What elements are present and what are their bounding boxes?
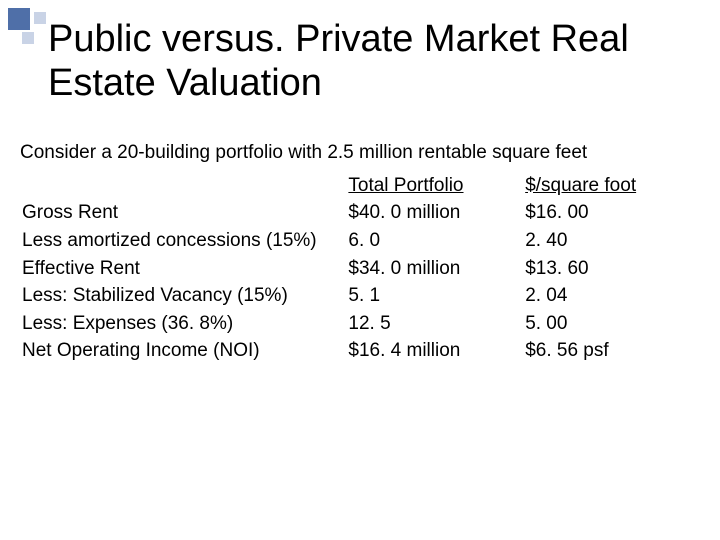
- header-blank: [20, 172, 346, 200]
- row-psf: $16. 00: [523, 199, 700, 227]
- table-row: Gross Rent$40. 0 million$16. 00: [20, 199, 700, 227]
- row-label: Effective Rent: [20, 255, 346, 283]
- table-header-row: Total Portfolio $/square foot: [20, 172, 700, 200]
- slide-body: Consider a 20-building portfolio with 2.…: [20, 140, 700, 365]
- row-psf: 2. 40: [523, 227, 700, 255]
- table-row: Less amortized concessions (15%)6. 02. 4…: [20, 227, 700, 255]
- table-row: Less: Expenses (36. 8%)12. 55. 00: [20, 310, 700, 338]
- square-icon: [8, 8, 30, 30]
- row-psf: $6. 56 psf: [523, 337, 700, 365]
- table-row: Less: Stabilized Vacancy (15%)5. 12. 04: [20, 282, 700, 310]
- square-icon: [34, 12, 46, 24]
- row-psf: $13. 60: [523, 255, 700, 283]
- row-label: Gross Rent: [20, 199, 346, 227]
- slide: Public versus. Private Market Real Estat…: [0, 0, 720, 540]
- header-per-sqft: $/square foot: [523, 172, 700, 200]
- valuation-table: Total Portfolio $/square foot Gross Rent…: [20, 172, 700, 365]
- header-total-portfolio: Total Portfolio: [346, 172, 523, 200]
- row-total: $16. 4 million: [346, 337, 523, 365]
- row-psf: 5. 00: [523, 310, 700, 338]
- row-label: Net Operating Income (NOI): [20, 337, 346, 365]
- intro-text: Consider a 20-building portfolio with 2.…: [20, 140, 700, 166]
- table-row: Effective Rent$34. 0 million$13. 60: [20, 255, 700, 283]
- row-total: $40. 0 million: [346, 199, 523, 227]
- table-row: Net Operating Income (NOI)$16. 4 million…: [20, 337, 700, 365]
- row-total: 6. 0: [346, 227, 523, 255]
- slide-title: Public versus. Private Market Real Estat…: [48, 18, 690, 105]
- row-label: Less: Stabilized Vacancy (15%): [20, 282, 346, 310]
- row-total: 5. 1: [346, 282, 523, 310]
- row-psf: 2. 04: [523, 282, 700, 310]
- row-label: Less amortized concessions (15%): [20, 227, 346, 255]
- row-label: Less: Expenses (36. 8%): [20, 310, 346, 338]
- row-total: 12. 5: [346, 310, 523, 338]
- square-icon: [22, 32, 34, 44]
- row-total: $34. 0 million: [346, 255, 523, 283]
